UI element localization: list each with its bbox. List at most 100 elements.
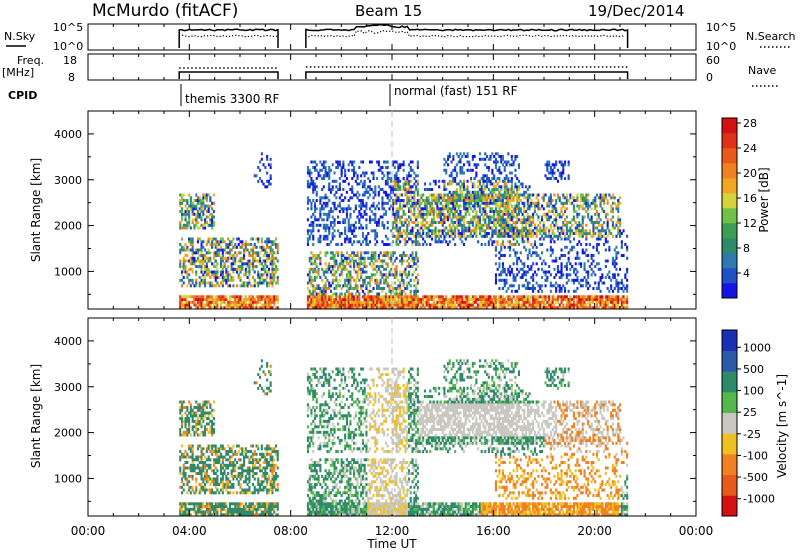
power-cell <box>196 212 199 216</box>
power-cell <box>179 306 182 310</box>
power-cell <box>457 196 460 200</box>
power-cell <box>345 295 348 299</box>
power-cell <box>404 240 407 244</box>
power-cell <box>395 270 398 274</box>
power-cell <box>415 179 418 183</box>
power-cell <box>228 256 231 260</box>
power-cell <box>603 306 606 310</box>
power-cell <box>358 306 361 310</box>
power-cell <box>477 298 480 301</box>
power-cell <box>390 196 393 200</box>
power-cell <box>480 212 483 216</box>
power-cell <box>393 182 396 186</box>
power-cell <box>365 201 368 205</box>
power-cell <box>399 292 402 296</box>
power-cell <box>507 188 510 191</box>
power-cell <box>392 298 395 301</box>
power-cell <box>509 190 512 194</box>
power-cell <box>521 201 524 205</box>
power-cell <box>549 240 552 244</box>
power-cell <box>360 215 363 219</box>
power-cell <box>337 295 340 299</box>
power-cell <box>462 185 465 189</box>
power-cell <box>415 188 418 191</box>
power-cell <box>244 267 247 271</box>
power-cell <box>434 234 437 238</box>
power-cell <box>452 207 455 211</box>
power-cell <box>439 306 442 310</box>
power-cell <box>308 295 311 299</box>
power-cell <box>368 207 371 211</box>
power-cell <box>610 300 613 304</box>
power-cell <box>587 306 590 310</box>
power-cell <box>191 262 194 266</box>
power-cell <box>555 218 558 222</box>
power-cell <box>500 155 503 158</box>
power-cell <box>209 295 212 299</box>
power-cell <box>516 298 519 301</box>
power-cell <box>604 248 607 252</box>
power-cell <box>562 196 565 200</box>
power-cell <box>464 226 467 230</box>
power-cell <box>519 251 522 255</box>
power-cell <box>473 182 476 186</box>
power-cell <box>572 207 575 211</box>
power-cell <box>315 190 318 194</box>
power-cell <box>470 306 473 310</box>
power-cell <box>384 166 387 169</box>
power-cell <box>235 298 238 301</box>
power-cell <box>235 306 238 310</box>
power-cell <box>248 265 251 268</box>
power-cell <box>558 287 561 290</box>
nsky-label: N.Sky <box>4 30 36 43</box>
power-cell <box>390 273 393 277</box>
power-cell <box>314 278 317 282</box>
power-cell <box>370 160 373 164</box>
power-cell <box>204 278 207 282</box>
power-cell <box>276 259 279 263</box>
power-cell <box>528 215 531 219</box>
power-cell <box>356 265 359 268</box>
power-cell <box>353 278 356 282</box>
power-cell <box>214 284 217 288</box>
power-cell <box>315 185 318 189</box>
power-cell <box>530 232 533 235</box>
power-cell <box>507 287 510 290</box>
power-cell <box>599 289 602 293</box>
power-cell <box>470 303 473 307</box>
power-cell <box>257 179 260 183</box>
power-cell <box>482 210 485 213</box>
power-cell <box>189 262 192 266</box>
power-cell <box>498 287 501 290</box>
power-cell <box>379 303 382 307</box>
power-cell <box>569 240 572 244</box>
power-cell <box>257 276 260 279</box>
power-cell <box>372 256 375 260</box>
power-cell <box>503 179 506 183</box>
power-cell <box>503 201 506 205</box>
power-cell <box>526 298 529 301</box>
power-cell <box>565 226 568 230</box>
power-cell <box>351 232 354 235</box>
power-cell <box>526 232 529 235</box>
power-cell <box>365 190 368 194</box>
power-cell <box>264 251 267 255</box>
power-cell <box>244 281 247 285</box>
power-cell <box>594 306 597 310</box>
power-cell <box>200 201 203 205</box>
power-cell <box>622 289 625 293</box>
power-cell <box>191 204 194 208</box>
power-cell <box>500 188 503 191</box>
nsearch-trace <box>178 34 279 38</box>
power-cell <box>583 300 586 304</box>
power-cell <box>541 295 544 299</box>
power-cell <box>411 240 414 244</box>
power-cell <box>457 207 460 211</box>
power-cell <box>408 298 411 301</box>
power-cell <box>207 259 210 263</box>
power-cell <box>349 295 352 299</box>
power-cell <box>500 245 503 249</box>
power-cell <box>583 229 586 233</box>
power-cell <box>592 223 595 227</box>
power-cell <box>448 229 451 233</box>
